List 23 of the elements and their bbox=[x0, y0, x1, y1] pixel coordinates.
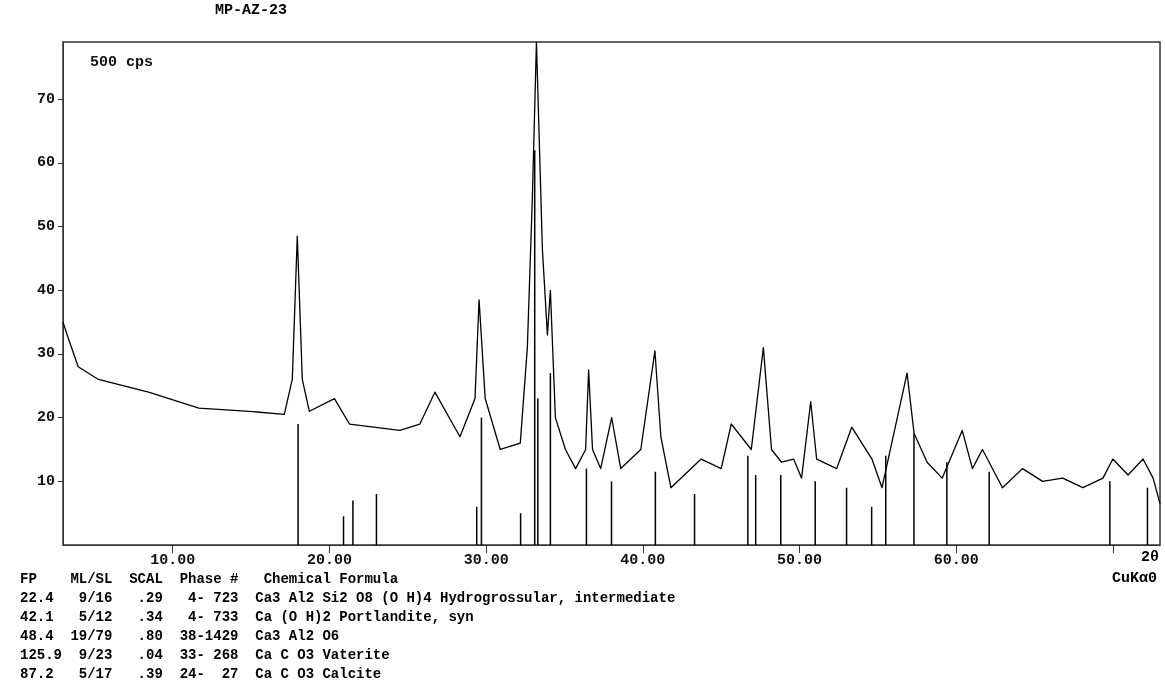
text: 48.4 19/79 .80 38-1429 Ca3 Al2 O6 bbox=[20, 627, 341, 646]
chart-title: MP-AZ-23 bbox=[215, 2, 288, 19]
x-axis-title: 2θ bbox=[1140, 549, 1159, 566]
y-tick-label: 20 bbox=[36, 409, 55, 427]
text: 42.1 5/12 .34 4- 733 Ca (O H)2 Portlandite, syn bbox=[20, 608, 475, 627]
text: FP ML/SL SCAL Phase # Chemical Formula bbox=[20, 570, 400, 589]
text: 125.9 9/23 .04 33- 268 Ca C O3 Vaterite bbox=[20, 646, 391, 665]
text: 22.4 9/16 .29 4- 723 Ca3 Al2 Si2 O8 (O H)4 Hydrogrossular, intermediate bbox=[20, 589, 676, 608]
x-tick-label: 20.00 bbox=[306, 552, 352, 569]
y-tick-label: 70 bbox=[36, 90, 55, 108]
x-tick-label: 40.00 bbox=[620, 552, 666, 569]
annotation: 500 cps bbox=[90, 54, 154, 71]
y-tick-label: 60 bbox=[36, 154, 55, 172]
y-tick-label: 30 bbox=[36, 345, 55, 363]
x-tick-label: 30.00 bbox=[463, 552, 509, 569]
y-tick-label: 10 bbox=[36, 472, 55, 490]
y-tick-label: 40 bbox=[36, 281, 55, 299]
x-tick-label: 60.00 bbox=[933, 552, 979, 569]
text: 87.2 5/17 .39 24- 27 Ca C O3 Calcite bbox=[20, 665, 383, 684]
y-tick-label: 50 bbox=[36, 218, 55, 236]
x-tick-label: 10.00 bbox=[150, 552, 196, 569]
text: CuKα0 bbox=[1111, 570, 1157, 587]
x-tick-label: 50.00 bbox=[777, 552, 823, 569]
